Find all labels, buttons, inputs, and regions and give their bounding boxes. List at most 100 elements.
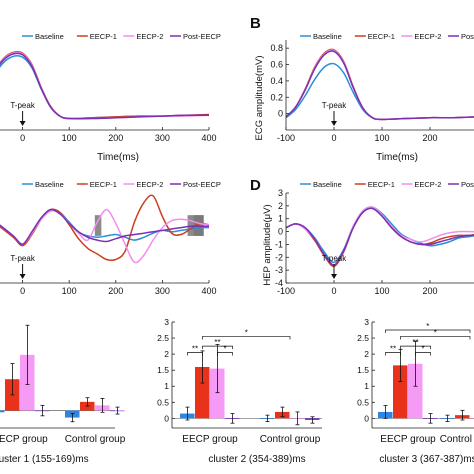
x-tick-label: 100 — [374, 133, 389, 143]
legend: Baseline EECP-1 EECP-2 Post-EECP — [22, 32, 221, 41]
panel-letter-d: D — [250, 177, 261, 194]
panel-b-ecg-control-group: -100 0 100 200 0 0.2 0.4 0.6 0.8 T-peak Baseline EE… — [270, 32, 474, 143]
bar-eecp-2 — [470, 418, 474, 419]
category-label: Control group — [65, 434, 126, 445]
y-tick-label: 0 — [164, 413, 169, 423]
y-tick-label: 3 — [164, 317, 169, 327]
panel-b-xlabel: Time(ms) — [376, 152, 418, 163]
x-tick-label: 300 — [155, 133, 170, 143]
t-peak-arrow-head — [19, 121, 26, 126]
x-tick-label: 0 — [331, 133, 336, 143]
t-peak-arrow-head — [331, 274, 337, 279]
bar-eecp-1 — [393, 365, 408, 419]
panel-a-xlabel: Time(ms) — [97, 152, 139, 163]
t-peak-label: T-peak — [10, 101, 35, 110]
x-tick-label: 0 — [20, 133, 25, 143]
x-tick-label: -100 — [277, 133, 295, 143]
legend-label: EECP-1 — [90, 32, 117, 41]
legend: Baseline EECP-1 EECP-2 Post-EECP — [22, 180, 221, 189]
significance-bracket — [187, 352, 203, 356]
bar-eecp-2 — [210, 368, 225, 419]
significance-marker: ** — [214, 338, 220, 347]
significance-bracket — [202, 345, 233, 350]
series-line-baseline — [286, 206, 474, 264]
y-tick-label: 2 — [364, 349, 369, 359]
x-tick-label: -100 — [277, 286, 295, 296]
y-tick-label: 3 — [364, 317, 369, 327]
x-tick-label: 400 — [201, 286, 216, 296]
legend-label: Baseline — [313, 180, 342, 189]
significance-bracket — [385, 329, 471, 334]
category-label: Control group — [260, 434, 321, 445]
significance-marker: ** — [390, 345, 396, 354]
y-tick-label: -4 — [275, 278, 283, 288]
y-tick-label: 0 — [364, 413, 369, 423]
y-tick-label: 1 — [278, 214, 283, 224]
panel-b-ylabel: ECG amplitude(mV) — [254, 56, 265, 141]
legend-label: EECP-2 — [414, 32, 441, 41]
significance-bracket — [202, 336, 291, 340]
legend-label: EECP-2 — [136, 32, 163, 41]
significance-bracket — [385, 352, 401, 356]
category-label: EECP group — [380, 434, 436, 445]
t-peak-arrow-head — [331, 121, 337, 126]
series-line-eecp-2 — [286, 49, 474, 121]
category-label: Control group — [440, 434, 474, 445]
y-tick-label: 0.2 — [270, 92, 283, 102]
x-tick-label: 200 — [108, 133, 123, 143]
panel-d-hep-control-group: -100 0 100 200 -4 -3 -2 -1 0 1 2 3 T-peak Baseline EEC… — [275, 180, 474, 296]
x-tick-label: 0 — [331, 286, 336, 296]
y-tick-label: 1 — [164, 381, 169, 391]
y-tick-label: 0 — [278, 227, 283, 237]
legend-label: Baseline — [35, 32, 64, 41]
x-tick-label: 0 — [20, 286, 25, 296]
bar-baseline — [0, 410, 5, 413]
significance-bracket — [217, 352, 233, 356]
y-tick-label: -2 — [275, 252, 283, 262]
legend-label: Post-EECP — [183, 32, 221, 41]
y-tick-label: -3 — [275, 265, 283, 275]
panel-e-title: cluster 1 (155-169)ms — [0, 454, 89, 465]
significance-marker: * — [245, 328, 248, 337]
x-tick-label: 400 — [201, 133, 216, 143]
y-tick-label: 0.8 — [270, 43, 283, 53]
series-line-post-eecp — [0, 208, 209, 245]
y-tick-label: 0.6 — [270, 60, 283, 70]
y-tick-label: 2 — [278, 201, 283, 211]
series-line-baseline — [286, 62, 474, 121]
y-tick-label: 2.5 — [157, 333, 169, 343]
x-tick-label: 300 — [155, 286, 170, 296]
significance-bracket — [415, 352, 431, 356]
legend-label: EECP-2 — [136, 180, 163, 189]
legend: Baseline EECP-1 EECP-2 Post-EECP — [300, 180, 474, 189]
series-line-post-eecp — [0, 52, 210, 120]
panel-e-cluster1-bars: EECP group Control group — [0, 324, 126, 445]
t-peak-label: T-peak — [10, 254, 35, 263]
series-line-baseline — [0, 208, 210, 245]
legend-label: EECP-1 — [368, 180, 395, 189]
y-tick-label: 0.5 — [357, 397, 369, 407]
significance-bracket — [400, 345, 431, 350]
bar-eecp-1 — [195, 366, 210, 419]
legend-label: EECP-1 — [90, 180, 117, 189]
t-peak-label: T-peak — [322, 101, 347, 110]
y-tick-label: -1 — [275, 239, 283, 249]
y-tick-label: 3 — [278, 188, 283, 198]
series-line-eecp-1 — [0, 194, 210, 262]
y-tick-label: 0.5 — [157, 397, 169, 407]
significance-marker: * — [434, 328, 437, 337]
legend-label: Post-EECP — [461, 32, 474, 41]
series-line-post-eecp — [286, 207, 474, 266]
legend-label: Baseline — [313, 32, 342, 41]
series-line-eecp-1 — [286, 48, 474, 121]
legend-label: Post-EECP — [183, 180, 221, 189]
panel-c-hep-eecp-group: 0 100 200 300 400 T-peak Baseline EECP-1 EECP-2 P… — [0, 180, 221, 296]
panel-f-title: cluster 2 (354-389)ms — [208, 454, 305, 465]
y-tick-label: 1 — [364, 381, 369, 391]
y-tick-label: 2 — [164, 349, 169, 359]
x-tick-label: 100 — [62, 133, 77, 143]
y-tick-label: 2.5 — [357, 333, 369, 343]
